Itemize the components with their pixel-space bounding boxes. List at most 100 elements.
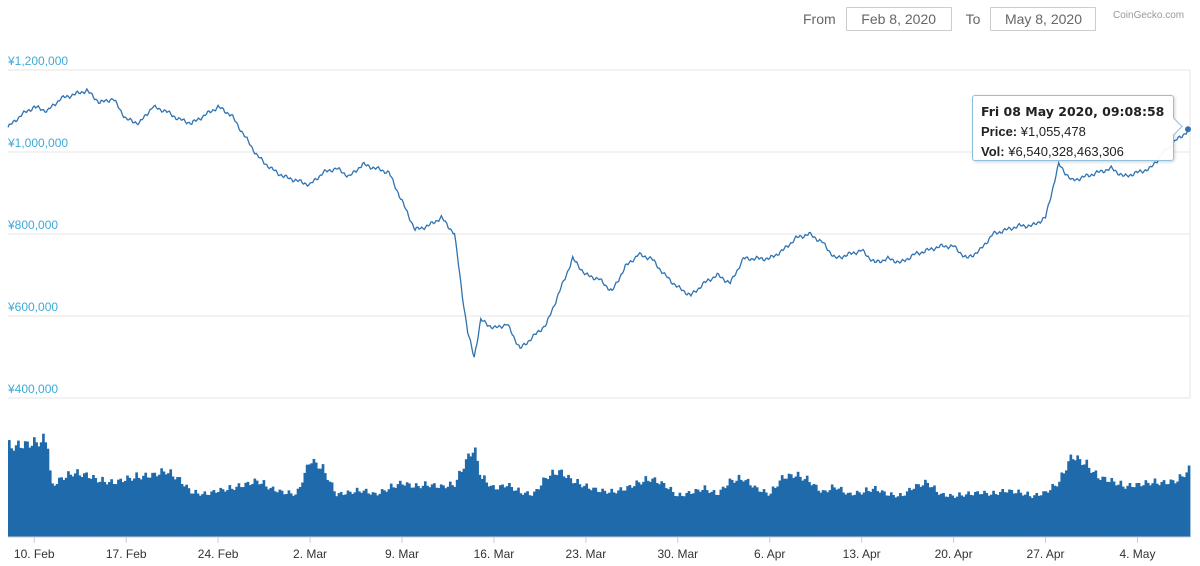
volume-bar xyxy=(871,488,875,537)
volume-bar xyxy=(521,494,525,537)
volume-bar xyxy=(671,492,675,537)
volume-bar xyxy=(219,487,223,537)
volume-bar xyxy=(39,442,43,537)
volume-bar xyxy=(44,442,48,537)
from-label: From xyxy=(803,11,836,27)
volume-bar xyxy=(692,493,695,537)
volume-bar xyxy=(1096,478,1100,537)
volume-bar xyxy=(1003,492,1007,537)
volume-bar xyxy=(314,462,318,537)
volume-bar xyxy=(373,492,377,537)
volume-bar xyxy=(217,492,220,537)
volume-bar xyxy=(439,484,443,537)
volume-bar xyxy=(760,492,764,537)
volume-bar xyxy=(1185,472,1189,537)
volume-bar xyxy=(255,480,259,537)
volume-bar xyxy=(999,491,1002,537)
volume-bar xyxy=(846,492,850,537)
volume-bar xyxy=(446,486,450,537)
volume-bar xyxy=(460,471,464,537)
volume-bar xyxy=(980,494,984,537)
volume-bar xyxy=(480,478,484,537)
volume-bar xyxy=(651,478,654,537)
x-tick-label: 17. Feb xyxy=(106,547,147,561)
volume-bar xyxy=(421,485,425,537)
volume-bar xyxy=(635,480,639,537)
volume-bar xyxy=(321,464,325,537)
volume-bar xyxy=(423,481,427,537)
volume-bar xyxy=(1151,483,1155,537)
volume-bar xyxy=(689,494,693,537)
volume-bar xyxy=(433,483,436,537)
volume-bar xyxy=(101,476,104,537)
volume-bar xyxy=(428,487,432,537)
volume-bar xyxy=(239,487,243,537)
volume-bar xyxy=(114,484,118,537)
volume-bar xyxy=(805,475,809,537)
volume-bar xyxy=(226,490,229,537)
to-date-input[interactable] xyxy=(990,7,1097,31)
volume-bar xyxy=(244,482,248,537)
volume-bar xyxy=(583,485,586,537)
volume-bar xyxy=(905,491,909,537)
credit-link[interactable]: CoinGecko.com xyxy=(1113,10,1185,21)
volume-bar xyxy=(914,484,918,537)
volume-bar xyxy=(726,485,729,537)
volume-bar xyxy=(1076,455,1080,537)
volume-bar xyxy=(1144,480,1148,537)
tooltip-vol-row: Vol: ¥6,540,328,463,306 xyxy=(981,142,1165,162)
volume-bar xyxy=(587,488,591,537)
volume-bar xyxy=(558,470,561,537)
volume-bar xyxy=(962,496,966,537)
volume-bar xyxy=(117,479,120,537)
volume-bar xyxy=(674,496,677,537)
from-date-input[interactable] xyxy=(845,7,952,31)
volume-bar xyxy=(644,476,648,537)
volume-bar xyxy=(537,489,541,537)
volume-bar xyxy=(448,481,452,537)
volume-bar xyxy=(208,495,211,537)
volume-bar xyxy=(171,476,175,537)
volume-bar xyxy=(410,487,413,537)
volume-bar xyxy=(69,474,73,537)
volume-bar xyxy=(155,476,159,537)
volume-bar xyxy=(617,490,620,537)
volume-bar xyxy=(817,490,820,537)
volume-bar xyxy=(280,490,284,537)
volume-bar xyxy=(298,487,302,537)
volume-bar xyxy=(542,477,545,537)
volume-bar xyxy=(894,497,898,537)
volume-bar xyxy=(785,478,789,537)
volume-bar xyxy=(262,480,266,537)
volume-bar xyxy=(514,490,518,537)
volume-bar xyxy=(878,492,882,537)
volume-bar xyxy=(1155,483,1159,537)
volume-bar xyxy=(398,480,402,537)
volume-bar xyxy=(333,491,336,537)
volume-bar xyxy=(821,490,825,537)
volume-bar xyxy=(1044,491,1048,537)
volume-bar xyxy=(1012,493,1016,537)
volume-bar xyxy=(1005,492,1009,537)
volume-bar xyxy=(46,448,50,537)
volume-bar xyxy=(835,489,839,537)
volume-bar xyxy=(562,476,566,537)
volume-bar xyxy=(539,485,543,537)
volume-bar xyxy=(696,489,700,537)
volume-bar xyxy=(508,483,511,537)
y-axis-labels: ¥1,200,000 ¥1,000,000 ¥800,000 ¥600,000 ¥400… xyxy=(7,54,68,396)
volume-bar xyxy=(1167,484,1170,537)
volume-bar xyxy=(80,477,84,537)
volume-bar xyxy=(548,475,552,537)
volume-bar xyxy=(348,491,352,537)
volume-bar xyxy=(462,468,466,537)
volume-bar xyxy=(885,495,889,537)
x-tick-label: 24. Feb xyxy=(198,547,239,561)
volume-bar xyxy=(589,490,593,537)
volume-bar xyxy=(221,489,225,537)
volume-bar xyxy=(267,489,270,537)
volume-bar xyxy=(346,490,350,537)
volume-bar xyxy=(578,484,582,537)
hover-marker xyxy=(1185,126,1191,133)
